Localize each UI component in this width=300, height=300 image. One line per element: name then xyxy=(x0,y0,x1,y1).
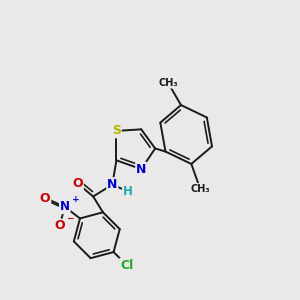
Text: Cl: Cl xyxy=(120,259,134,272)
Text: −: − xyxy=(66,214,73,223)
Text: H: H xyxy=(123,185,133,198)
Text: O: O xyxy=(72,177,83,190)
Text: N: N xyxy=(136,163,146,176)
Text: S: S xyxy=(112,124,121,137)
Text: CH₃: CH₃ xyxy=(158,78,178,88)
Text: CH₃: CH₃ xyxy=(190,184,210,194)
Text: N: N xyxy=(60,200,70,213)
Text: O: O xyxy=(40,191,50,205)
Text: N: N xyxy=(107,178,118,191)
Text: O: O xyxy=(54,219,65,232)
Text: +: + xyxy=(72,195,80,204)
